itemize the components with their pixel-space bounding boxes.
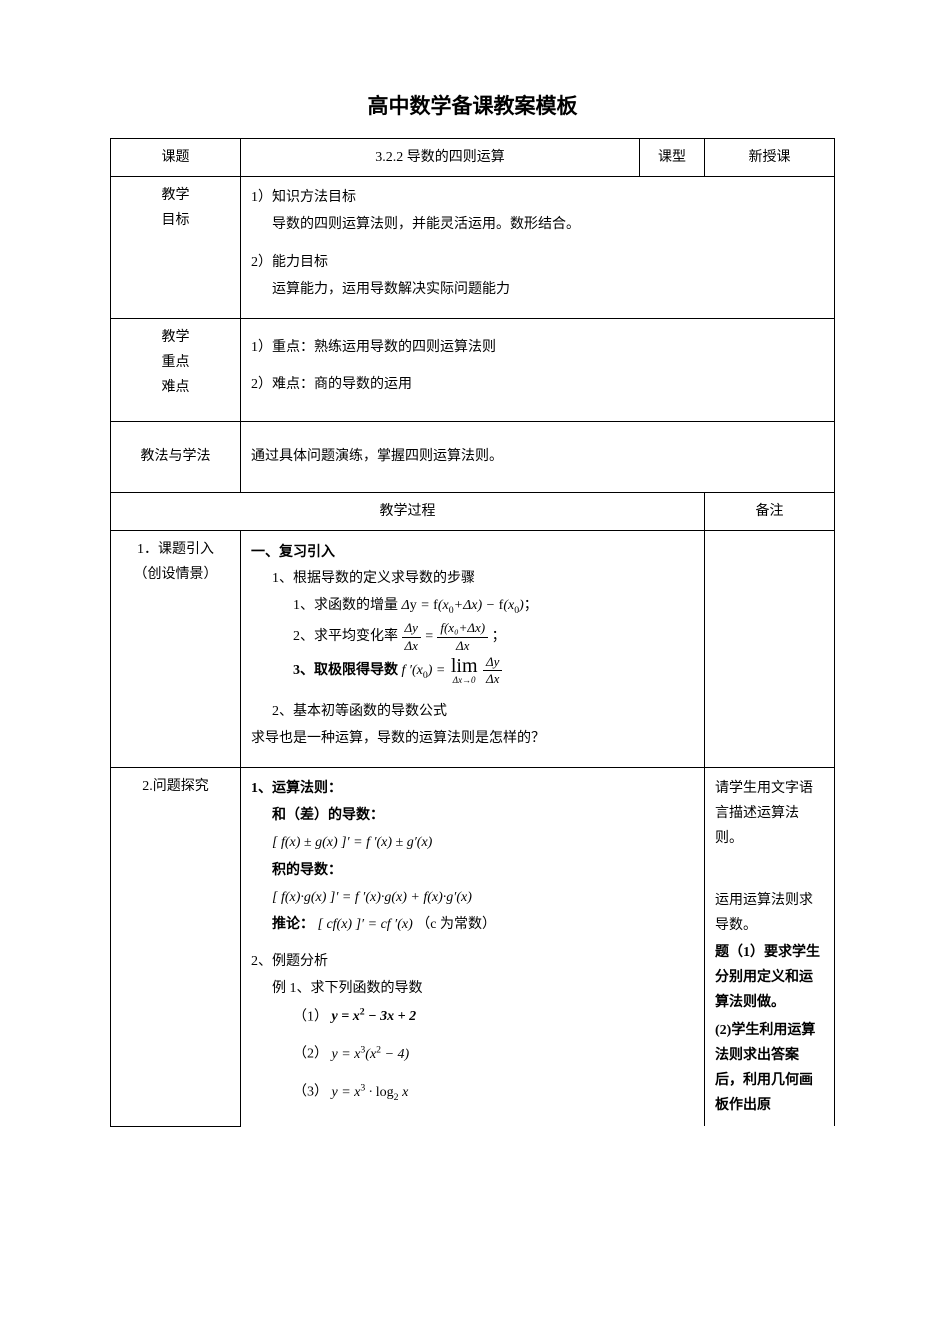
frac-dy-dx-left: Δy Δx xyxy=(402,621,421,653)
exp-ex2: （2） y = x3(x2 − 4) xyxy=(251,1041,694,1067)
topic-label: 课题 xyxy=(111,139,241,177)
row-methods: 教法与学法 通过具体问题演练，掌握四则运算法则。 xyxy=(111,422,835,492)
intro-l1: 1、根据导数的定义求导数的步骤 xyxy=(251,566,694,591)
exp-h2: 和（差）的导数： xyxy=(251,803,694,828)
intro-l4-pre: 3、取极限得导数 xyxy=(293,663,398,678)
exp-m3: [ cf(x) ]′ = cf ′(x) xyxy=(318,917,413,932)
exp-ex3: （3） y = x3 · log2 x xyxy=(251,1079,694,1106)
kp-line1: 1）重点：熟练运用导数的四则运算法则 xyxy=(251,335,824,360)
methods-label: 教法与学法 xyxy=(111,422,241,492)
obj-line4: 运算能力，运用导数解决实际问题能力 xyxy=(251,277,824,302)
explore-content: 1、运算法则： 和（差）的导数： [ f(x) ± g(x) ]′ = f ′(… xyxy=(241,768,705,1127)
intro-l2: 1、求函数的增量 Δy = f(x0+Δx) − f(x0)； xyxy=(251,593,694,619)
exp-h4-post: （c 为常数） xyxy=(416,917,496,932)
exp-h6: 例 1、求下列函数的导数 xyxy=(251,976,694,1001)
ex2-label: （2） xyxy=(293,1047,328,1062)
type-value: 新授课 xyxy=(705,139,835,177)
frac-lim-den: Δx xyxy=(483,671,502,686)
intro-h1: 一、复习引入 xyxy=(251,539,694,564)
exp-h5: 2、例题分析 xyxy=(251,949,694,974)
intro-l2-math: Δy = f(x0+Δx) − f(x0) xyxy=(402,598,524,613)
exp-h4: 推论： [ cf(x) ]′ = cf ′(x) （c 为常数） xyxy=(251,912,694,937)
frac-num-r: f(x₀+Δx) xyxy=(437,621,488,637)
exp-m1: [ f(x) ± g(x) ]′ = f ′(x) ± g′(x) xyxy=(251,830,694,855)
row-keypoints: 教学 重点 难点 1）重点：熟练运用导数的四则运算法则 2）难点：商的导数的运用 xyxy=(111,318,835,421)
objectives-content: 1）知识方法目标 导数的四则运算法则，并能灵活运用。数形结合。 2）能力目标 运… xyxy=(241,177,835,319)
intro-l3-eq: = xyxy=(424,630,433,645)
lim-bot: Δx→0 xyxy=(451,676,478,685)
note2: 运用运算法则求导数。 xyxy=(715,888,824,938)
frac-lim: Δy Δx xyxy=(483,655,502,687)
limit-icon: lim Δx→0 xyxy=(451,656,478,685)
obj-line2: 导数的四则运算法则，并能灵活运用。数形结合。 xyxy=(251,212,824,237)
note1: 请学生用文字语言描述运算法则。 xyxy=(715,776,824,852)
row-explore: 2.问题探究 1、运算法则： 和（差）的导数： [ f(x) ± g(x) ]′… xyxy=(111,768,835,1127)
frac-lim-num: Δy xyxy=(483,655,502,671)
row-section-header: 教学过程 备注 xyxy=(111,492,835,530)
notes-label: 备注 xyxy=(705,492,835,530)
topic-value: 3.2.2 导数的四则运算 xyxy=(241,139,640,177)
lesson-table: 课题 3.2.2 导数的四则运算 课型 新授课 教学 目标 1）知识方法目标 导… xyxy=(110,138,835,1127)
intro-l6: 求导也是一种运算，导数的运算法则是怎样的？ xyxy=(251,726,694,751)
intro-l5: 2、基本初等函数的导数公式 xyxy=(251,699,694,724)
exp-ex1: （1） y = x2 − 3x + 2 xyxy=(251,1004,694,1030)
intro-l3-post: ； xyxy=(492,630,506,645)
exp-h3: 积的导数： xyxy=(251,858,694,883)
ex1-label: （1） xyxy=(293,1009,328,1024)
obj-line3: 2）能力目标 xyxy=(251,250,824,275)
intro-label-text: 1．课题引入 （创设情景） xyxy=(134,542,218,582)
intro-notes xyxy=(705,530,835,767)
keypoints-content: 1）重点：熟练运用导数的四则运算法则 2）难点：商的导数的运用 xyxy=(241,318,835,421)
row-topic: 课题 3.2.2 导数的四则运算 课型 新授课 xyxy=(111,139,835,177)
kp-line2: 2）难点：商的导数的运用 xyxy=(251,372,824,397)
exp-h4-pre: 推论： xyxy=(272,917,314,932)
keypoints-label: 教学 重点 难点 xyxy=(111,318,241,421)
frac-den: Δx xyxy=(402,638,421,653)
note3: 题（1）要求学生分别用定义和运算法则做。 xyxy=(715,940,824,1016)
lim-top: lim xyxy=(451,656,478,676)
type-label: 课型 xyxy=(640,139,705,177)
exp-h1: 1、运算法则： xyxy=(251,776,694,801)
intro-content: 一、复习引入 1、根据导数的定义求导数的步骤 1、求函数的增量 Δy = f(x… xyxy=(241,530,705,767)
intro-l2-pre: 1、求函数的增量 xyxy=(293,598,398,613)
frac-dy-dx-right: f(x₀+Δx) Δx xyxy=(437,621,488,653)
frac-num: Δy xyxy=(402,621,421,637)
row-intro: 1．课题引入 （创设情景） 一、复习引入 1、根据导数的定义求导数的步骤 1、求… xyxy=(111,530,835,767)
ex3-label: （3） xyxy=(293,1085,328,1100)
obj-line1: 1）知识方法目标 xyxy=(251,185,824,210)
frac-den-r: Δx xyxy=(437,638,488,653)
process-label: 教学过程 xyxy=(111,492,705,530)
keypoints-label-text: 教学 重点 难点 xyxy=(162,330,190,395)
explore-label: 2.问题探究 xyxy=(111,768,241,1127)
note4: (2)学生利用运算法则求出答案后，利用几何画板作出原 xyxy=(715,1018,824,1119)
intro-l3-pre: 2、求平均变化率 xyxy=(293,630,398,645)
objectives-label: 教学 目标 xyxy=(111,177,241,319)
row-objectives: 教学 目标 1）知识方法目标 导数的四则运算法则，并能灵活运用。数形结合。 2）… xyxy=(111,177,835,319)
objectives-label-l1: 教学 目标 xyxy=(162,188,190,228)
page-title: 高中数学备课教案模板 xyxy=(110,90,835,120)
intro-l4: 3、取极限得导数 f ′(x0) = lim Δx→0 Δy Δx xyxy=(251,655,694,687)
intro-l4-mathpre: f ′(x0) = xyxy=(402,663,449,678)
intro-l3: 2、求平均变化率 Δy Δx = f(x₀+Δx) Δx ； xyxy=(251,621,694,653)
intro-label: 1．课题引入 （创设情景） xyxy=(111,530,241,767)
ex2-math: y = x3(x2 − 4) xyxy=(332,1047,410,1062)
methods-content: 通过具体问题演练，掌握四则运算法则。 xyxy=(241,422,835,492)
explore-notes: 请学生用文字语言描述运算法则。 运用运算法则求导数。 题（1）要求学生分别用定义… xyxy=(705,768,835,1127)
ex3-math: y = x3 · log2 x xyxy=(332,1085,409,1100)
exp-m2: [ f(x)·g(x) ]′ = f ′(x)·g(x) + f(x)·g′(x… xyxy=(251,885,694,910)
ex1-math: y = x2 − 3x + 2 xyxy=(332,1009,417,1024)
